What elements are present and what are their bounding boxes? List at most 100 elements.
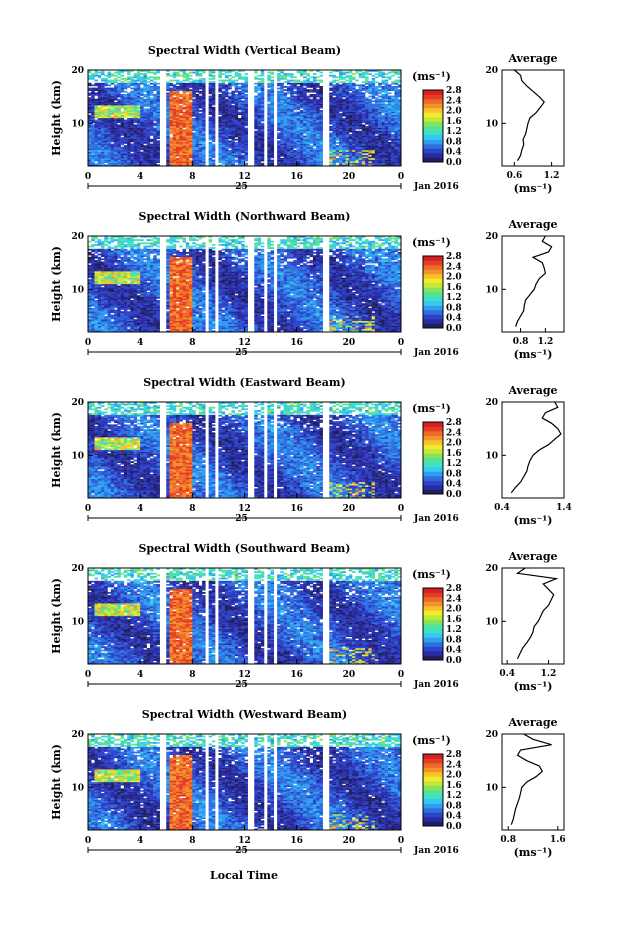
heatmap-cell xyxy=(378,114,382,117)
heatmap-cell xyxy=(143,78,147,80)
heatmap-cell xyxy=(234,124,239,127)
heatmap-cell xyxy=(290,86,294,88)
heatmap-cell xyxy=(107,79,112,82)
heatmap-cell xyxy=(97,330,102,333)
heatmap-cell xyxy=(339,138,343,141)
heatmap-cell xyxy=(374,122,379,125)
heatmap-cell xyxy=(306,143,310,146)
heatmap-cell xyxy=(91,236,95,238)
heatmap-cell xyxy=(361,92,366,95)
heatmap-cell xyxy=(198,159,203,162)
heatmap-cell xyxy=(361,113,366,115)
heatmap-cell xyxy=(172,119,177,122)
heatmap-cell xyxy=(381,126,385,128)
heatmap-cell xyxy=(234,102,239,104)
heatmap-cell xyxy=(231,143,235,146)
heatmap-cell xyxy=(394,142,398,144)
heatmap-cell xyxy=(345,89,350,91)
heatmap-cell xyxy=(218,134,222,136)
heatmap-cell xyxy=(140,146,144,149)
heatmap-cell xyxy=(345,74,350,77)
heatmap-cell xyxy=(127,86,131,88)
heatmap-cell xyxy=(234,94,239,96)
heatmap-cell xyxy=(260,87,265,90)
heatmap-cell xyxy=(153,114,157,117)
heatmap-cell xyxy=(254,158,258,160)
heatmap-cell xyxy=(198,127,203,130)
heatmap-cell xyxy=(241,94,245,96)
heatmap-cell xyxy=(355,130,359,133)
heatmap-cell xyxy=(169,95,173,98)
heatmap-cell xyxy=(290,105,294,107)
heatmap-cell xyxy=(306,135,310,138)
heatmap-cell xyxy=(286,110,291,112)
heatmap-cell xyxy=(394,103,398,106)
heatmap-cell xyxy=(316,82,320,85)
heatmap-cell xyxy=(143,134,147,136)
heatmap-cell xyxy=(361,105,366,107)
heatmap-cell xyxy=(378,140,382,143)
heatmap-cell xyxy=(394,154,398,157)
heatmap-cell xyxy=(140,114,144,117)
heatmap-cell xyxy=(198,116,203,119)
heatmap-cell xyxy=(270,108,275,111)
heatmap-cell xyxy=(218,151,222,154)
heatmap-cell xyxy=(208,142,213,144)
heatmap-cell xyxy=(378,73,382,75)
heatmap-cell xyxy=(110,79,115,82)
heatmap-cell xyxy=(342,132,346,135)
heatmap-cell xyxy=(286,87,291,90)
heatmap-cell xyxy=(189,126,193,128)
heatmap-cell xyxy=(117,146,121,149)
heatmap-cell xyxy=(211,94,216,96)
heatmap-cell xyxy=(88,119,92,122)
heatmap-cell xyxy=(381,148,385,151)
heatmap-cell xyxy=(286,90,291,93)
heatmap-cell xyxy=(260,114,265,117)
heatmap-cell xyxy=(384,151,389,154)
heatmap-cell xyxy=(182,95,187,98)
heatmap-cell xyxy=(234,164,239,167)
heatmap-cell xyxy=(97,320,102,323)
heatmap-cell xyxy=(146,97,151,99)
heatmap-cell xyxy=(319,146,323,149)
heatmap-cell xyxy=(394,113,398,115)
heatmap-cell xyxy=(101,296,105,299)
heatmap-cell xyxy=(254,71,258,74)
heatmap-cell xyxy=(195,161,200,163)
heatmap-cell xyxy=(293,92,297,95)
heatmap-cell xyxy=(97,130,102,133)
heatmap-cell xyxy=(94,111,98,114)
heatmap-cell xyxy=(267,158,271,160)
heatmap-cell xyxy=(218,127,222,130)
heatmap-cell xyxy=(156,110,160,112)
heatmap-cell xyxy=(149,138,154,141)
heatmap-cell xyxy=(374,129,379,131)
heatmap-cell xyxy=(195,98,200,101)
heatmap-cell xyxy=(94,121,98,123)
heatmap-cell xyxy=(316,148,320,151)
heatmap-cell xyxy=(365,97,369,99)
heatmap-cell xyxy=(257,161,261,163)
heatmap-cell xyxy=(224,114,229,117)
heatmap-cell xyxy=(208,127,213,130)
heatmap-cell xyxy=(309,126,314,128)
heatmap-cell xyxy=(241,102,245,104)
heatmap-cell xyxy=(185,137,190,139)
heatmap-cell xyxy=(306,154,310,157)
heatmap-cell xyxy=(231,126,235,128)
heatmap-cell xyxy=(94,74,98,77)
avg-x-tick-label: 0.6 xyxy=(507,171,523,181)
heatmap-cell xyxy=(345,110,350,112)
heatmap-cell xyxy=(228,135,232,138)
heatmap-cell xyxy=(228,100,232,103)
heatmap-cell xyxy=(94,311,98,313)
heatmap-cell xyxy=(303,98,307,101)
heatmap-cell xyxy=(270,71,275,74)
heatmap-cell xyxy=(107,161,112,163)
heatmap-cell xyxy=(91,100,95,103)
heatmap-cell xyxy=(149,79,154,82)
heatmap-cell xyxy=(169,121,173,123)
heatmap-cell xyxy=(149,164,154,167)
heatmap-cell xyxy=(306,164,310,167)
